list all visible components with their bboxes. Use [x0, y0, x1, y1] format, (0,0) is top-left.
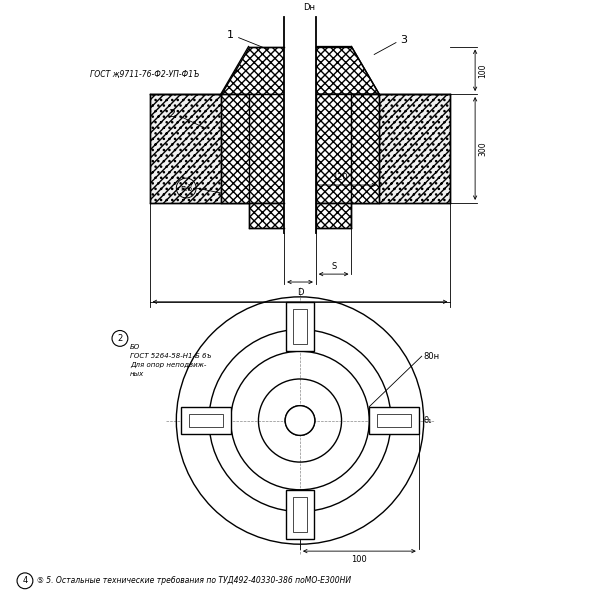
Bar	[352, 94, 451, 203]
Text: ных: ных	[130, 371, 144, 377]
Text: 300: 300	[478, 141, 487, 156]
Bar	[286, 302, 314, 351]
Text: 1: 1	[227, 29, 234, 40]
Polygon shape	[316, 47, 379, 94]
Circle shape	[285, 406, 315, 436]
Text: 2: 2	[168, 109, 175, 119]
Bar	[181, 407, 231, 434]
Bar	[316, 203, 352, 227]
Bar	[221, 94, 284, 203]
Text: ГОСТ җ9711-76-Ф2-УП-Ф1Ъ: ГОСТ җ9711-76-Ф2-УП-Ф1Ъ	[90, 70, 200, 79]
Polygon shape	[221, 47, 284, 94]
Bar	[284, 17, 316, 233]
Text: 100: 100	[478, 63, 487, 77]
Bar	[248, 203, 284, 227]
Bar	[316, 94, 379, 203]
Text: Dн: Dн	[303, 3, 315, 12]
Text: 2: 2	[118, 334, 122, 343]
Text: B*: B*	[295, 309, 305, 318]
Bar	[293, 497, 307, 532]
Bar	[377, 413, 412, 427]
Text: БО: БО	[130, 344, 140, 350]
Text: 3: 3	[400, 35, 407, 44]
Bar	[293, 309, 307, 344]
Text: 100: 100	[352, 555, 367, 564]
Bar	[149, 94, 248, 203]
Text: 80н: 80н	[424, 352, 440, 361]
Text: п.3: п.3	[180, 184, 193, 193]
Text: 120: 120	[332, 173, 347, 182]
Text: ⑤ 5. Остальные технические требования по ТУД492-40330-386 поМО-Е300НИ: ⑤ 5. Остальные технические требования по…	[37, 577, 351, 586]
Text: θ₁: θ₁	[424, 416, 432, 425]
Bar	[188, 413, 223, 427]
Text: 4: 4	[22, 577, 28, 586]
Bar	[286, 490, 314, 539]
Bar	[369, 407, 419, 434]
Text: D: D	[297, 288, 303, 297]
Text: S: S	[331, 262, 336, 271]
Text: Для опор неподвиж-: Для опор неподвиж-	[130, 362, 206, 368]
Text: ГОСТ 5264-58-Н1-Б 6ъ: ГОСТ 5264-58-Н1-Б 6ъ	[130, 353, 211, 359]
